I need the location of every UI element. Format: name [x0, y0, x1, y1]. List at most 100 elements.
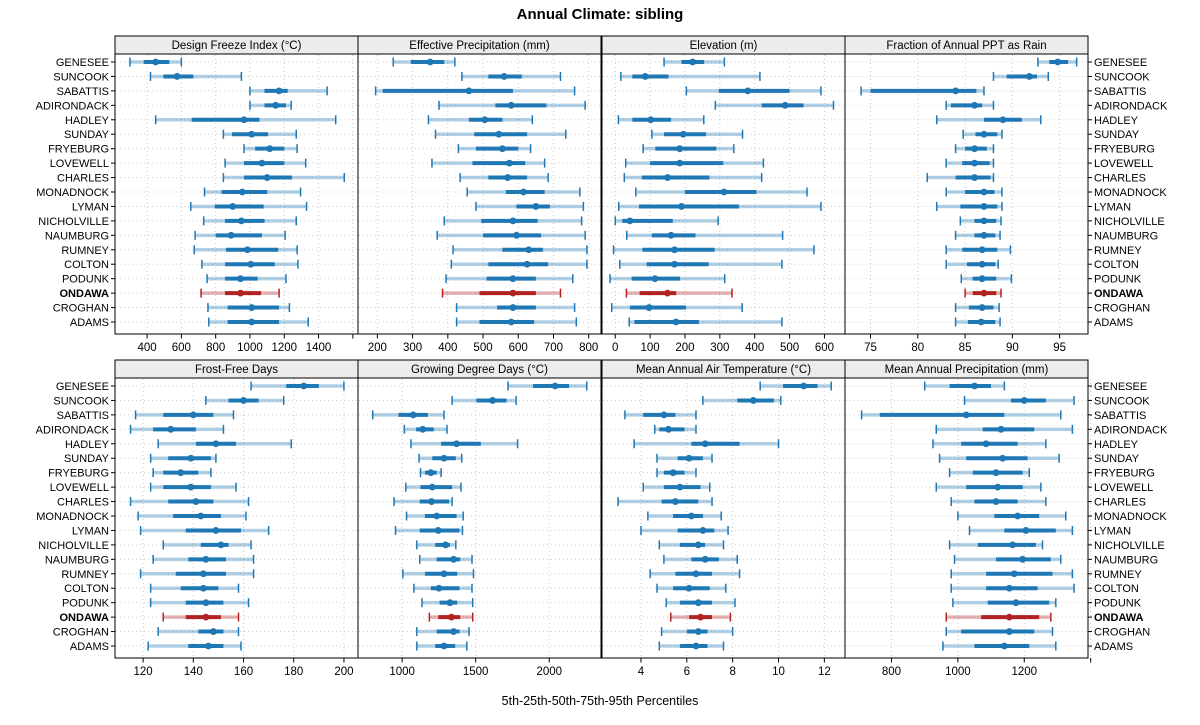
tick-label: 160: [234, 666, 253, 678]
bar-mean-annual-air-temperature-croghan: [660, 627, 734, 637]
bar-growing-degree-days-genesee: [507, 381, 588, 391]
tick-label: 90: [1006, 342, 1019, 354]
median-dot: [1025, 73, 1033, 80]
bar-effective-precipitation-sunday: [434, 129, 567, 139]
median-dot: [509, 217, 517, 225]
bar-mean-annual-air-temperature-lyman: [640, 525, 729, 535]
tick-label: 300: [710, 342, 729, 354]
panel-frame: [844, 377, 1089, 659]
site-labels-bottom: GENESEE GENESEE SUNCOOK SUNCOOK SABATTIS SABA…: [36, 381, 1168, 653]
median-dot: [498, 145, 506, 153]
tick-label: 800: [882, 666, 901, 678]
bar-effective-precipitation-rumney: [452, 245, 588, 255]
median-dot: [1014, 512, 1022, 520]
site-label-left-lyman: LYMAN: [72, 525, 109, 537]
bar-elevation-sabattis: [685, 86, 822, 96]
median-dot: [978, 275, 986, 283]
bar-mean-annual-precipitation-hadley: [932, 439, 1047, 449]
median-dot: [247, 260, 255, 268]
site-label-left-lovewell: LOVEWELL: [50, 482, 109, 494]
median-dot: [513, 231, 520, 239]
site-label-left-fryeburg: FRYEBURG: [48, 144, 109, 156]
bar-mean-annual-air-temperature-ondawa: [670, 612, 732, 622]
bar-elevation-podunk: [609, 274, 726, 284]
median-dot: [980, 231, 988, 239]
tick-label: 10: [772, 666, 785, 678]
bar-elevation-lyman: [617, 201, 822, 211]
panel-growing-degree-days: Growing Degree Days (°C) 1000 1500 2000: [357, 359, 602, 678]
median-dot: [982, 440, 990, 448]
median-dot: [676, 483, 684, 491]
site-label-right-colton: COLTON: [1094, 259, 1139, 271]
median-dot: [694, 541, 702, 549]
bar-elevation-adams: [628, 317, 783, 327]
median-dot: [446, 599, 454, 607]
site-label-right-genesee: GENESEE: [1094, 57, 1147, 69]
bar-elevation-sunday: [651, 129, 744, 139]
bar-mean-annual-air-temperature-adirondack: [653, 424, 697, 434]
median-dot: [167, 425, 175, 433]
median-dot: [187, 483, 195, 491]
tick-label: 800: [579, 342, 598, 354]
tick-label: 180: [284, 666, 303, 678]
site-label-left-sunday: SUNDAY: [64, 129, 110, 141]
tick-label: 1400: [306, 342, 332, 354]
bar-design-freeze-index-hadley: [154, 115, 337, 125]
bar-mean-annual-precipitation-podunk: [952, 598, 1057, 608]
bar-design-freeze-index-charles: [222, 173, 346, 183]
bar-frost-free-days-sabattis: [134, 410, 235, 420]
bar-mean-annual-air-temperature-monadnock: [647, 511, 722, 521]
bar-design-freeze-index-fryeburg: [243, 144, 298, 154]
site-label-right-lovewell: LOVEWELL: [1094, 482, 1153, 494]
median-dot: [688, 512, 695, 520]
median-dot: [1012, 599, 1020, 607]
median-dot: [440, 570, 448, 578]
bar-fraction-ppt-as-rain-lyman: [935, 201, 1003, 211]
site-label-right-sunday: SUNDAY: [1094, 453, 1140, 465]
bar-effective-precipitation-podunk: [445, 274, 574, 284]
median-dot: [507, 318, 515, 326]
median-dot: [1019, 555, 1027, 563]
bar-frost-free-days-rumney: [139, 569, 255, 579]
median-dot: [676, 145, 684, 153]
bar-mean-annual-air-temperature-colton: [656, 583, 727, 593]
median-dot: [450, 628, 458, 635]
bar-design-freeze-index-nicholville: [202, 216, 298, 226]
bar-growing-degree-days-naumburg: [419, 554, 473, 564]
site-label-left-charles: CHARLES: [57, 497, 109, 509]
bar-fraction-ppt-as-rain-naumburg: [954, 230, 1001, 240]
panel-frame: [357, 377, 602, 659]
median-dot: [1022, 527, 1030, 534]
site-label-left-suncook: SUNCOOK: [53, 395, 109, 407]
median-dot: [202, 599, 210, 607]
median-dot: [450, 555, 458, 563]
tick-label: 100: [641, 342, 660, 354]
panel-design-freeze-index: Design Freeze Index (°C) 400 600 800 1000 120…: [111, 35, 359, 354]
tick-label: 120: [134, 666, 153, 678]
median-dot: [685, 454, 693, 462]
bar-fraction-ppt-as-rain-nicholville: [959, 216, 1002, 226]
bar-growing-degree-days-nicholville: [416, 540, 457, 550]
tick-label: 75: [864, 342, 877, 354]
site-label-left-ondawa: ONDAWA: [60, 612, 110, 624]
site-label-left-sabattis: SABATTIS: [57, 410, 109, 422]
bar-design-freeze-index-rumney: [193, 245, 298, 255]
median-dot: [248, 318, 256, 326]
bar-mean-annual-precipitation-nicholville: [948, 540, 1044, 550]
tick-label: 200: [334, 666, 353, 678]
bar-fraction-ppt-as-rain-fryeburg: [954, 144, 995, 154]
bar-design-freeze-index-monadnock: [203, 187, 302, 197]
bar-design-freeze-index-sunday: [222, 129, 298, 139]
median-dot: [520, 188, 527, 196]
bar-fraction-ppt-as-rain-colton: [945, 259, 999, 269]
panel-elevation: Elevation (m) 0 100 200 300 400 500 600: [601, 35, 846, 354]
bar-fraction-ppt-as-rain-genesee: [1037, 57, 1078, 67]
median-dot: [980, 203, 988, 210]
median-dot: [272, 101, 280, 109]
median-dot: [699, 527, 707, 534]
median-dot: [504, 174, 512, 181]
bar-frost-free-days-adams: [147, 641, 242, 651]
bar-frost-free-days-ondawa: [162, 612, 240, 622]
bar-fraction-ppt-as-rain-charles: [926, 173, 995, 183]
bar-mean-annual-precipitation-colton: [950, 583, 1075, 593]
